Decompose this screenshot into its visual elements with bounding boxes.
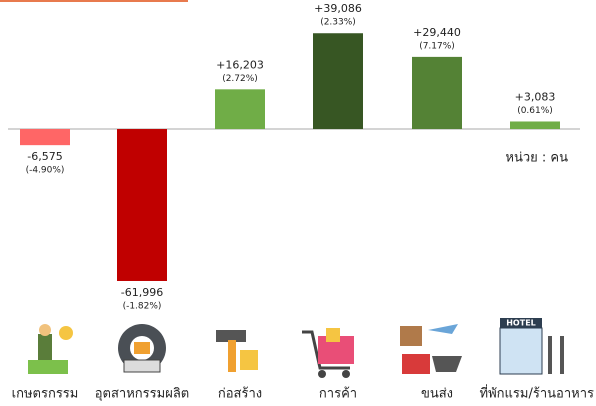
percent-label: (2.33%) [320, 18, 356, 28]
svg-text:HOTEL: HOTEL [506, 319, 536, 328]
value-label: -6,575 [27, 150, 62, 163]
value-label: +16,203 [216, 58, 264, 71]
x-tick-label: อุตสาหกรรมผลิต [95, 387, 190, 402]
bar [117, 129, 167, 281]
value-label: +39,086 [314, 2, 362, 15]
icons: HOTEL [28, 318, 564, 378]
percent-label: (2.72%) [222, 74, 258, 84]
bar [412, 56, 462, 130]
percent-label: (7.17%) [419, 41, 455, 51]
bar [20, 129, 70, 146]
percent-label: (0.61%) [517, 106, 553, 116]
value-label: +3,083 [515, 90, 556, 103]
x-tick-label: ก่อสร้าง [218, 387, 262, 402]
percent-label: (-1.82%) [123, 301, 162, 311]
bar [313, 33, 363, 130]
value-label: +29,440 [413, 26, 461, 39]
x-tick-label: ขนส่ง [421, 387, 453, 402]
bar [215, 89, 265, 130]
percent-label: (-4.90%) [26, 166, 65, 176]
bar [510, 121, 560, 130]
x-tick-label: เกษตรกรรม [12, 387, 79, 402]
unit-note: หน่วย : คน [505, 151, 568, 166]
value-label: -61,996 [121, 286, 163, 299]
x-tick-label: การค้า [319, 387, 357, 402]
x-tick-label: ที่พักแรม/ร้านอาหาร [480, 385, 594, 402]
